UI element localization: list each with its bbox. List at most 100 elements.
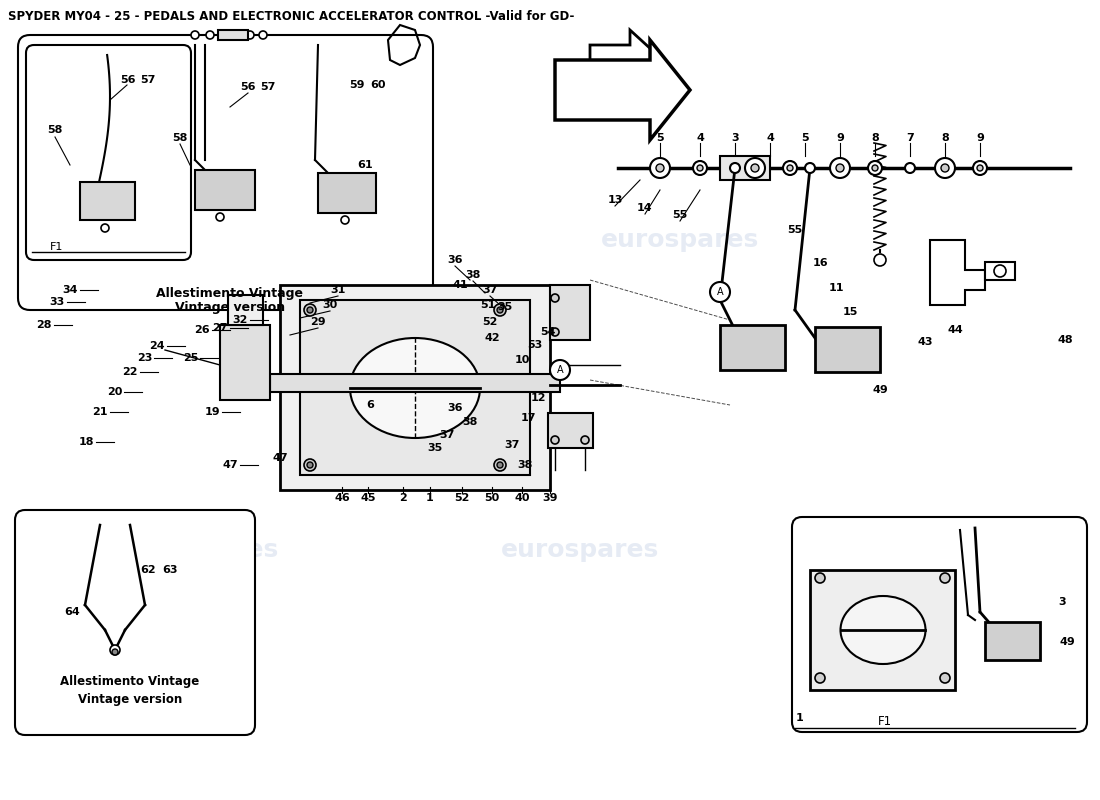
- Circle shape: [874, 254, 886, 266]
- Text: 22: 22: [122, 367, 138, 377]
- Text: eurospares: eurospares: [500, 538, 659, 562]
- Bar: [220, 325, 270, 400]
- Circle shape: [191, 31, 199, 39]
- Bar: [984, 262, 1015, 280]
- Circle shape: [216, 213, 224, 221]
- Text: 59: 59: [350, 80, 365, 90]
- Circle shape: [341, 216, 349, 224]
- Circle shape: [307, 462, 314, 468]
- Circle shape: [693, 161, 707, 175]
- Text: 30: 30: [322, 300, 338, 310]
- Bar: [80, 182, 135, 220]
- Circle shape: [836, 164, 844, 172]
- Bar: [195, 170, 255, 210]
- Bar: [810, 570, 955, 690]
- Text: 52: 52: [482, 317, 497, 327]
- Text: 8: 8: [942, 133, 949, 143]
- Circle shape: [497, 462, 503, 468]
- Text: 6: 6: [366, 400, 374, 410]
- Bar: [318, 173, 376, 213]
- Text: 43: 43: [917, 337, 933, 347]
- Text: 31: 31: [330, 285, 345, 295]
- Text: 7: 7: [906, 133, 914, 143]
- Text: 34: 34: [63, 285, 78, 295]
- Circle shape: [221, 31, 229, 39]
- Text: 35: 35: [428, 443, 442, 453]
- Text: eurospares: eurospares: [601, 228, 759, 252]
- FancyBboxPatch shape: [18, 35, 433, 310]
- Text: 32: 32: [232, 315, 248, 325]
- Text: 3: 3: [1058, 597, 1066, 607]
- Text: 1: 1: [796, 713, 804, 723]
- Text: 37: 37: [439, 430, 454, 440]
- Circle shape: [550, 360, 570, 380]
- Circle shape: [112, 649, 118, 655]
- Circle shape: [977, 165, 983, 171]
- Circle shape: [868, 161, 882, 175]
- Text: 9: 9: [976, 133, 983, 143]
- Text: 8: 8: [871, 133, 879, 143]
- Circle shape: [697, 165, 703, 171]
- Circle shape: [258, 31, 267, 39]
- Text: eurospares: eurospares: [801, 538, 959, 562]
- Text: eurospares: eurospares: [121, 538, 279, 562]
- Circle shape: [656, 164, 664, 172]
- Text: 45: 45: [361, 493, 376, 503]
- Text: 60: 60: [371, 80, 386, 90]
- Circle shape: [815, 673, 825, 683]
- Circle shape: [551, 294, 559, 302]
- Circle shape: [745, 158, 764, 178]
- Bar: [300, 300, 530, 475]
- Bar: [228, 295, 263, 325]
- Circle shape: [872, 165, 878, 171]
- Text: 29: 29: [310, 317, 326, 327]
- Bar: [720, 325, 785, 370]
- Text: 28: 28: [36, 320, 52, 330]
- Text: 1: 1: [426, 493, 433, 503]
- Text: 38: 38: [465, 270, 481, 280]
- Text: Vintage version: Vintage version: [175, 301, 285, 314]
- Circle shape: [551, 436, 559, 444]
- Text: 3: 3: [732, 133, 739, 143]
- Text: 10: 10: [515, 355, 530, 365]
- Text: 55: 55: [672, 210, 688, 220]
- Text: SPYDER MY04 - 25 - PEDALS AND ELECTRONIC ACCELERATOR CONTROL -Valid for GD-: SPYDER MY04 - 25 - PEDALS AND ELECTRONIC…: [8, 10, 574, 23]
- Text: 47: 47: [222, 460, 238, 470]
- Circle shape: [551, 328, 559, 336]
- Text: 9: 9: [836, 133, 844, 143]
- Circle shape: [751, 164, 759, 172]
- FancyBboxPatch shape: [792, 517, 1087, 732]
- Circle shape: [304, 304, 316, 316]
- Text: 18: 18: [78, 437, 94, 447]
- Text: 38: 38: [517, 460, 532, 470]
- Circle shape: [974, 161, 987, 175]
- Text: 40: 40: [515, 493, 530, 503]
- Bar: [280, 285, 550, 490]
- Bar: [984, 622, 1040, 660]
- Text: 38: 38: [462, 417, 477, 427]
- Text: 58: 58: [47, 125, 63, 135]
- Text: 48: 48: [1057, 335, 1072, 345]
- Text: 55: 55: [788, 225, 803, 235]
- Circle shape: [234, 31, 242, 39]
- Text: 5: 5: [657, 133, 663, 143]
- Text: 12: 12: [530, 393, 546, 403]
- Bar: [548, 413, 593, 448]
- Circle shape: [905, 163, 915, 173]
- Text: F1: F1: [50, 242, 64, 252]
- Text: 44: 44: [947, 325, 962, 335]
- Circle shape: [815, 573, 825, 583]
- Text: 21: 21: [92, 407, 108, 417]
- Bar: [720, 156, 770, 180]
- Circle shape: [830, 158, 850, 178]
- Text: 54: 54: [540, 327, 556, 337]
- Text: 58: 58: [173, 133, 188, 143]
- Circle shape: [805, 163, 815, 173]
- Text: 42: 42: [484, 333, 499, 343]
- Text: 49: 49: [1060, 637, 1076, 647]
- FancyBboxPatch shape: [15, 510, 255, 735]
- Text: 4: 4: [696, 133, 704, 143]
- Text: A: A: [717, 287, 724, 297]
- Ellipse shape: [350, 338, 480, 438]
- Bar: [815, 327, 880, 372]
